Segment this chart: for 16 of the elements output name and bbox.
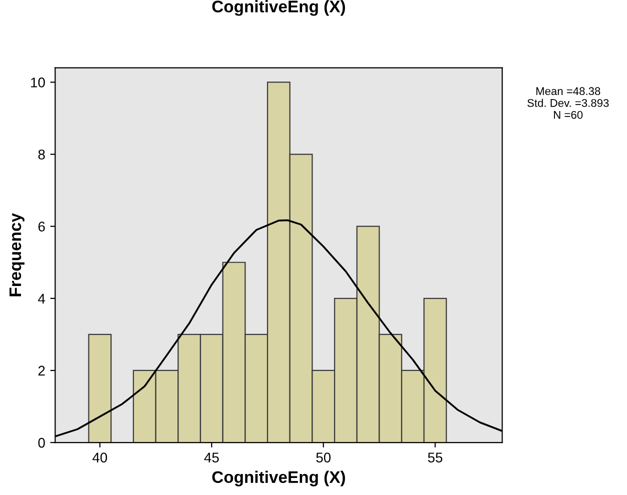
text: Mean =48.38 (536, 87, 600, 96)
y-tick-label: 4 (38, 294, 46, 304)
text: N =60 (554, 110, 583, 119)
text: Std. Dev. =3.893 (527, 98, 609, 107)
x-tick-label: 50 (316, 452, 331, 462)
y-tick-label: 10 (31, 78, 45, 88)
y-tick-label: 0 (38, 438, 45, 448)
y-tick-label: 2 (38, 366, 45, 376)
x-tick-label: 55 (428, 452, 442, 462)
y-axis-title: Frequency (10, 213, 24, 296)
x-axis-title: CognitiveEng (X) (212, 470, 346, 486)
x-tick-label: 40 (92, 452, 108, 462)
x-tick-label: 45 (204, 452, 219, 462)
y-tick-label: 6 (38, 222, 45, 232)
y-tick-label: 8 (38, 150, 45, 160)
chart-title: CognitiveEng (X) (212, 0, 346, 16)
